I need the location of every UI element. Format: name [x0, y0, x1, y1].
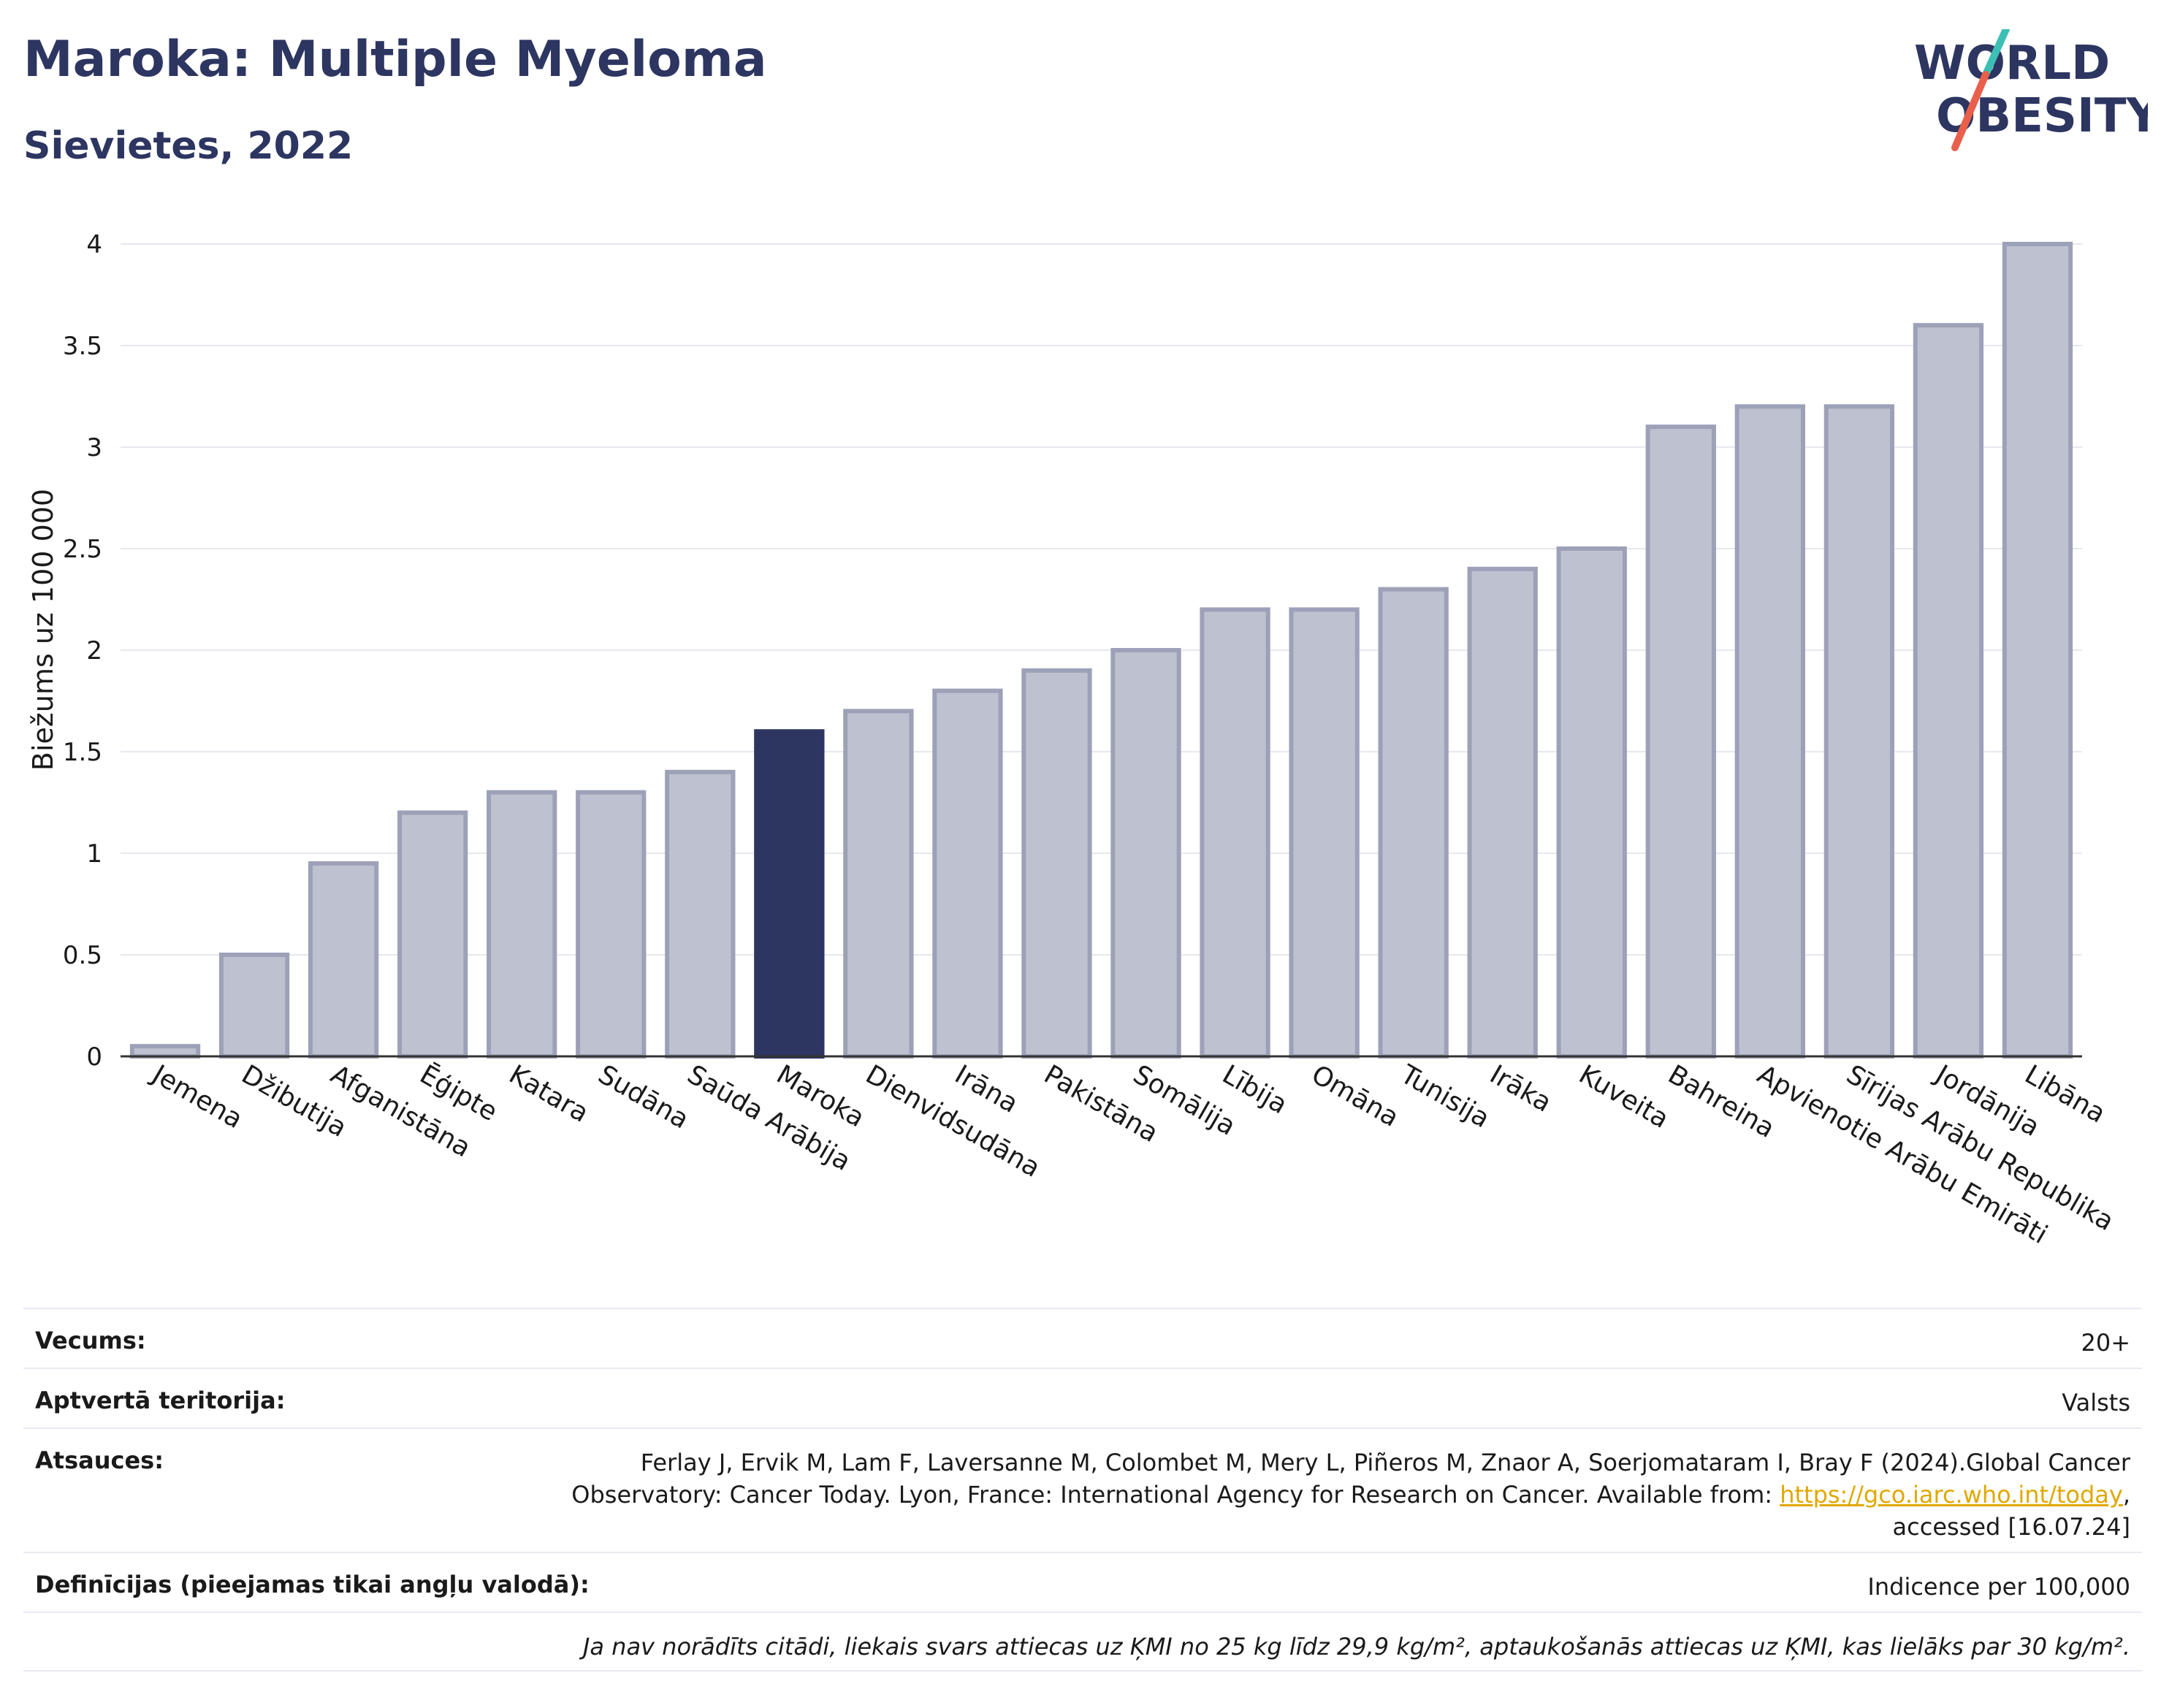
y-tick-label: 0: [86, 1042, 102, 1072]
info-table: Vecums: 20+ Aptvertā teritorija: Valsts …: [23, 1308, 2142, 1671]
bar-Pakistāna: [1021, 668, 1092, 1059]
y-tick-label: 2: [86, 636, 102, 666]
definitions-note: Ja nav norādīts citādi, liekais svars at…: [582, 1633, 2130, 1661]
bar-Bahreina: [1645, 424, 1716, 1059]
bar-Kuveita: [1556, 546, 1627, 1059]
bars: [129, 242, 2073, 1059]
world-obesity-logo: WORLD OBESITY: [1914, 29, 2148, 151]
bar-Somālija: [1110, 648, 1181, 1059]
x-tick-label: Dienvidsudāna: [861, 1059, 1045, 1183]
y-tick-labels: 0 0.5 1 1.5 2 2.5 3 3.5 4: [63, 230, 102, 1072]
age-label: Vecums:: [35, 1327, 146, 1354]
bar-Irāka: [1467, 566, 1538, 1059]
logo-slash-teal: [1982, 29, 2010, 78]
info-row-definitions: Definīcijas (pieejamas tikai angļu valod…: [23, 1552, 2142, 1612]
references-line-3: accessed [16.07.24]: [1892, 1513, 2130, 1541]
references-line-1: Ferlay J, Ervik M, Lam F, Laversanne M, …: [640, 1449, 2130, 1476]
x-tick-label: Tunisija: [1395, 1059, 1495, 1134]
bar-Lībija: [1200, 607, 1270, 1059]
y-tick-label: 3: [86, 433, 102, 462]
bar-Irāna: [932, 688, 1003, 1059]
bar-Maroka: [754, 729, 825, 1059]
references-line-2: Observatory: Cancer Today. Lyon, France:…: [571, 1481, 1780, 1509]
logo-slash-red: [1951, 71, 1989, 151]
bar-Sudāna: [576, 790, 647, 1059]
age-value: 20+: [2081, 1329, 2130, 1357]
references-link[interactable]: https://gco.iarc.who.int/today: [1780, 1481, 2123, 1509]
territory-label: Aptvertā teritorija:: [35, 1387, 286, 1414]
x-tick-label: Kuveita: [1574, 1059, 1674, 1135]
info-row-age: Vecums: 20+: [23, 1308, 2142, 1368]
x-tick-label: Omāna: [1306, 1059, 1403, 1133]
y-tick-label: 1: [86, 839, 102, 869]
references-label: Atsauces:: [35, 1446, 164, 1474]
y-tick-label: 4: [86, 230, 102, 259]
bar-Jordānija: [1913, 323, 1984, 1059]
bar-Džibutija: [218, 953, 290, 1059]
y-tick-label: 2.5: [63, 535, 102, 564]
bar-Ēģipte: [397, 810, 468, 1059]
bar-Dienvidsudāna: [843, 709, 914, 1059]
bar-Jemena: [129, 1044, 201, 1059]
bar-Saūda Arābija: [665, 769, 736, 1059]
y-axis-label: Biežums uz 100 000: [27, 489, 59, 771]
y-tick-label: 1.5: [63, 738, 102, 767]
page-title: Maroka: Multiple Myeloma: [23, 31, 767, 88]
references-value: Ferlay J, Ervik M, Lam F, Laversanne M, …: [571, 1446, 2130, 1543]
bar-Tunisija: [1378, 587, 1449, 1059]
bar-Libāna: [2002, 242, 2073, 1059]
x-tick-label: Irāka: [1485, 1059, 1556, 1118]
bar-Apvienotie Arābu Emirāti: [1734, 404, 1805, 1059]
territory-value: Valsts: [2062, 1389, 2130, 1417]
page-subtitle: Sievietes, 2022: [23, 124, 354, 168]
y-tick-label: 0.5: [63, 941, 102, 970]
bar-Sīrijas Arābu Republika: [1823, 404, 1895, 1059]
info-row-references: Atsauces: Ferlay J, Ervik M, Lam F, Lave…: [23, 1427, 2142, 1552]
info-row-note: Ja nav norādīts citādi, liekais svars at…: [23, 1612, 2142, 1671]
definitions-label: Definīcijas (pieejamas tikai angļu valod…: [35, 1571, 590, 1598]
x-tick-label: Sudāna: [593, 1059, 694, 1135]
references-line-2-end: ,: [2122, 1481, 2130, 1509]
definitions-value: Indicence per 100,000: [1867, 1573, 2130, 1601]
bar-Katara: [487, 790, 557, 1059]
x-tick-label: Katara: [504, 1059, 594, 1129]
y-tick-label: 3.5: [63, 332, 102, 361]
bar-chart: 0 0.5 1 1.5 2 2.5 3 3.5 4 JemenaDžibutijaAfganis…: [27, 230, 2119, 1250]
bar-Omāna: [1289, 607, 1360, 1059]
info-row-territory: Aptvertā teritorija: Valsts: [23, 1368, 2142, 1427]
logo-text-world: WORLD: [1914, 37, 2110, 91]
bar-Afganistāna: [308, 861, 379, 1059]
x-tick-label: Jemena: [146, 1059, 248, 1135]
